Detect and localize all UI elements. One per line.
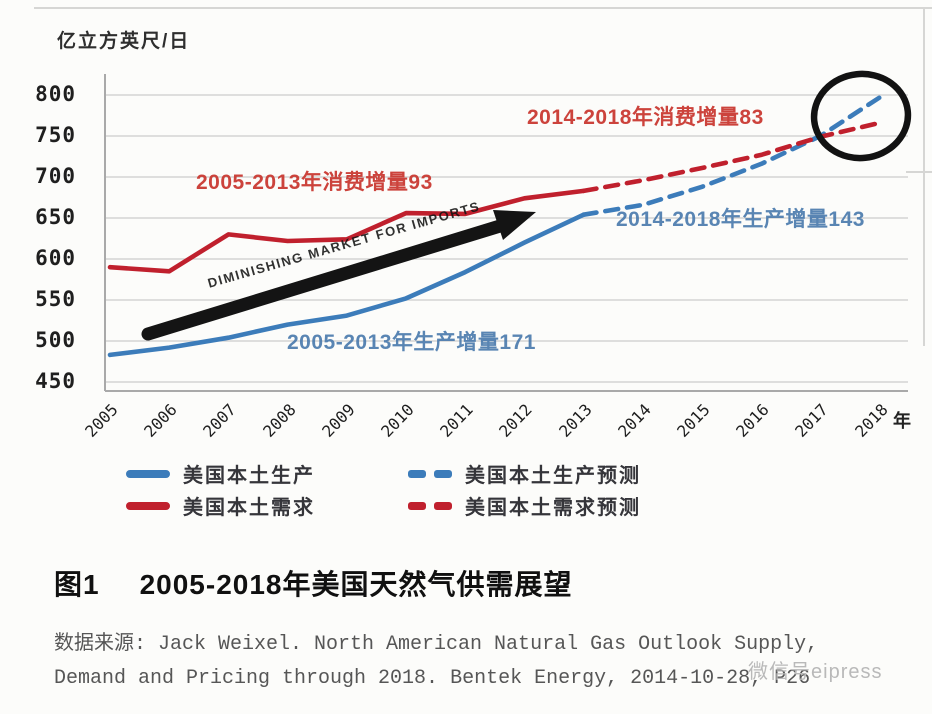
legend-item-demand: 美国本土需求	[126, 491, 315, 520]
trend-arrow-body	[141, 219, 507, 341]
figure-caption-title: 2005-2018年美国天然气供需展望	[139, 569, 573, 600]
figure-caption: 图1 2005-2018年美国天然气供需展望	[54, 563, 572, 603]
legend-label: 美国本土生产预测	[465, 465, 641, 487]
dash-segment	[434, 501, 452, 510]
solid-line-swatch	[126, 501, 170, 510]
trend-arrow-head	[493, 210, 536, 240]
legend-item-demand-forecast: 美国本土需求预测	[408, 491, 641, 520]
solid-line-swatch	[126, 469, 170, 478]
annotation-production-growth-historical: 2005-2013年生产增量171	[287, 331, 536, 354]
dashed-line-swatch	[408, 501, 452, 510]
dash-segment	[408, 501, 426, 510]
scan-artifact-line	[906, 171, 932, 173]
legend-item-production: 美国本土生产	[126, 459, 315, 488]
dash-segment	[434, 469, 452, 478]
y-tick-label: 600	[35, 246, 76, 270]
dash-segment	[408, 469, 426, 478]
figure-caption-number: 图1	[54, 569, 100, 600]
data-source-line2: Demand and Pricing through 2018. Bentek …	[54, 667, 811, 690]
y-axis-unit-label: 亿立方英尺/日	[57, 31, 191, 52]
dashed-line-swatch	[408, 469, 452, 478]
data-series	[107, 95, 882, 358]
chart-canvas	[104, 70, 912, 392]
annotation-consumption-growth-historical: 2005-2013年消费增量93	[196, 171, 433, 194]
series-demand	[107, 188, 586, 274]
legend-label: 美国本土生产	[183, 465, 315, 487]
annotation-consumption-growth-forecast: 2014-2018年消费增量83	[527, 106, 764, 129]
y-tick-label: 800	[35, 82, 76, 106]
data-source: 数据来源: Jack Weixel. North American Natura…	[54, 628, 924, 696]
y-tick-label: 500	[35, 328, 76, 352]
data-source-line1: 数据来源: Jack Weixel. North American Natura…	[54, 633, 819, 656]
y-tick-label: 650	[35, 205, 76, 229]
highlight-circle	[810, 70, 912, 162]
y-tick-label: 750	[35, 123, 76, 147]
scan-artifact-line	[34, 7, 932, 9]
y-tick-label: 700	[35, 164, 76, 188]
drawn-annotations	[141, 70, 912, 341]
series-demand-forecast	[581, 120, 882, 194]
wechat-watermark: 微信号eipress	[748, 661, 883, 683]
series-production-forecast	[581, 95, 882, 217]
x-axis-unit-label: 年	[893, 411, 911, 431]
annotation-production-growth-forecast: 2014-2018年生产增量143	[616, 208, 865, 231]
series-production	[107, 212, 586, 358]
scan-artifact-line	[923, 8, 925, 346]
legend-label: 美国本土需求	[183, 497, 315, 519]
axes	[104, 74, 908, 392]
legend-item-production-forecast: 美国本土生产预测	[408, 459, 641, 488]
legend-label: 美国本土需求预测	[465, 497, 641, 519]
y-tick-label: 450	[35, 369, 76, 393]
y-tick-label: 550	[35, 287, 76, 311]
